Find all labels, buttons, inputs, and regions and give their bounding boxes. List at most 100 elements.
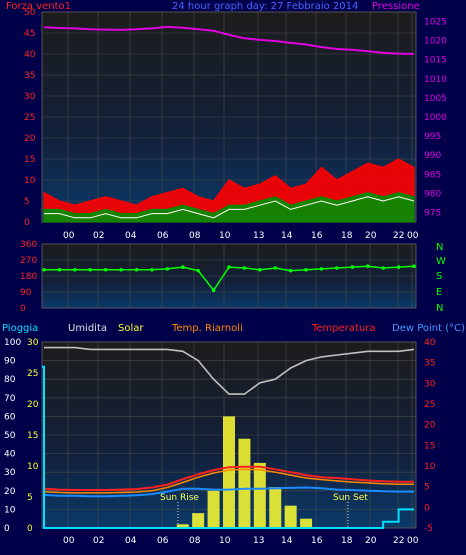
pressure-line bbox=[43, 25, 415, 55]
legend-temp-r: Temp. Riarnoli bbox=[171, 323, 243, 334]
y-tick-label-pressure: 1015 bbox=[424, 56, 447, 66]
y-tick-label-temperature: 35 bbox=[424, 359, 435, 369]
wind-white-line bbox=[44, 196, 415, 219]
x-tick-label: 18 bbox=[341, 536, 353, 546]
y-tick-label-humidity: 100 bbox=[4, 338, 21, 348]
legend-temperature: Temperatura bbox=[311, 323, 376, 334]
y-tick-label-direction: 360 bbox=[20, 240, 37, 250]
solar-bar bbox=[300, 518, 313, 528]
y-tick-label-temperature: 0 bbox=[424, 503, 430, 513]
x-tick-label: 00 bbox=[407, 231, 419, 241]
x-tick-label: 13 bbox=[253, 536, 264, 546]
axis-layer: 0510152025303540455097598098599099510001… bbox=[4, 8, 447, 546]
x-tick-label: 08 bbox=[189, 231, 201, 241]
y-tick-label-wind: 50 bbox=[24, 8, 36, 18]
y-tick-label-pressure: 1025 bbox=[424, 18, 447, 28]
x-tick-label: 20 bbox=[365, 536, 377, 546]
y-tick-label-humidity: 60 bbox=[4, 412, 16, 422]
y-tick-label-wind: 0 bbox=[24, 218, 30, 228]
humidity-line bbox=[44, 346, 415, 395]
sunset-label: Sun Set bbox=[333, 493, 368, 503]
y-tick-label-temperature: 30 bbox=[424, 379, 436, 389]
y-tick-label-humidity: 0 bbox=[4, 524, 10, 534]
y-tick-label-wind: 35 bbox=[24, 71, 35, 81]
y-tick-label-direction: 270 bbox=[20, 256, 37, 266]
plot-layer bbox=[42, 25, 416, 529]
y-tick-label-humidity: 90 bbox=[4, 357, 16, 367]
y-tick-label-rain: 30 bbox=[27, 338, 39, 348]
x-tick-label: 14 bbox=[281, 536, 293, 546]
x-tick-label: 04 bbox=[125, 231, 137, 241]
dewpoint-line bbox=[43, 486, 414, 498]
compass-n-top: N bbox=[436, 242, 443, 253]
x-tick-label: 02 bbox=[93, 536, 104, 546]
sunrise-label: Sun Rise bbox=[160, 493, 199, 503]
y-tick-label-wind: 40 bbox=[24, 50, 36, 60]
solar-bar bbox=[253, 462, 266, 528]
temp-r-line bbox=[43, 468, 414, 494]
x-tick-label: 10 bbox=[219, 536, 231, 546]
y-tick-label-direction: 0 bbox=[20, 304, 26, 314]
wind-label: Forza vento1 bbox=[6, 1, 71, 12]
compass-s: S bbox=[436, 271, 442, 282]
x-tick-label: 16 bbox=[311, 536, 323, 546]
x-tick-label: 02 bbox=[93, 231, 104, 241]
y-tick-label-humidity: 70 bbox=[4, 394, 16, 404]
y-tick-label-humidity: 20 bbox=[4, 487, 16, 497]
y-tick-label-rain: 10 bbox=[27, 462, 39, 472]
y-tick-label-humidity: 30 bbox=[4, 468, 16, 478]
compass-w: W bbox=[436, 256, 446, 267]
graph-title: 24 hour graph day: 27 Febbraio 2014 bbox=[172, 1, 358, 12]
solar-bar bbox=[207, 490, 220, 528]
y-tick-label-humidity: 80 bbox=[4, 375, 16, 385]
y-tick-label-wind: 5 bbox=[24, 197, 30, 207]
y-tick-label-pressure: 1020 bbox=[424, 37, 447, 47]
y-tick-label-pressure: 975 bbox=[424, 208, 441, 218]
compass-e: E bbox=[436, 287, 442, 298]
x-tick-label: 06 bbox=[157, 231, 169, 241]
compass-n-bottom: N bbox=[436, 303, 443, 314]
x-tick-label: 00 bbox=[63, 231, 75, 241]
y-tick-label-temperature: -5 bbox=[424, 524, 433, 534]
pressure-label: Pressione bbox=[372, 1, 420, 12]
y-tick-label-wind: 30 bbox=[24, 92, 36, 102]
y-tick-label-rain: 5 bbox=[27, 493, 33, 503]
y-tick-label-rain: 20 bbox=[27, 400, 39, 410]
y-tick-label-wind: 10 bbox=[24, 176, 36, 186]
legend-rain: Pioggia bbox=[2, 323, 38, 334]
x-tick-label: 18 bbox=[341, 231, 353, 241]
y-tick-label-pressure: 985 bbox=[424, 170, 441, 180]
rain-line bbox=[42, 365, 414, 529]
panel2-grid bbox=[42, 244, 416, 308]
y-tick-label-humidity: 10 bbox=[4, 505, 16, 515]
y-tick-label-temperature: 10 bbox=[424, 462, 436, 472]
solar-bar bbox=[176, 524, 189, 528]
solar-bar bbox=[223, 416, 235, 528]
y-tick-label-rain: 15 bbox=[27, 431, 38, 441]
y-tick-label-wind: 45 bbox=[24, 29, 35, 39]
y-tick-label-humidity: 40 bbox=[4, 450, 16, 460]
x-tick-label: 00 bbox=[63, 536, 75, 546]
x-tick-label: 14 bbox=[281, 231, 293, 241]
y-tick-label-humidity: 50 bbox=[4, 431, 16, 441]
y-tick-label-pressure: 1010 bbox=[424, 75, 447, 85]
y-tick-label-direction: 90 bbox=[20, 288, 32, 298]
y-tick-label-pressure: 995 bbox=[424, 132, 441, 142]
x-tick-label: 22 bbox=[393, 231, 404, 241]
direction-line bbox=[44, 265, 415, 292]
y-tick-label-wind: 25 bbox=[24, 113, 35, 123]
y-tick-label-pressure: 1000 bbox=[424, 113, 447, 123]
temperature-line bbox=[43, 465, 414, 491]
y-tick-label-pressure: 980 bbox=[424, 189, 441, 199]
y-tick-label-temperature: 40 bbox=[424, 338, 436, 348]
x-tick-label: 00 bbox=[407, 536, 419, 546]
y-tick-label-pressure: 990 bbox=[424, 151, 441, 161]
legend-solar: Solar bbox=[118, 323, 144, 334]
x-tick-label: 13 bbox=[253, 231, 264, 241]
y-tick-label-rain: 0 bbox=[27, 524, 33, 534]
y-tick-label-direction: 180 bbox=[20, 272, 37, 282]
solar-bar bbox=[284, 505, 297, 528]
x-tick-label: 20 bbox=[365, 231, 377, 241]
legend-dewpoint: Dew Point (°C) bbox=[392, 323, 465, 334]
y-tick-label-temperature: 20 bbox=[424, 421, 436, 431]
